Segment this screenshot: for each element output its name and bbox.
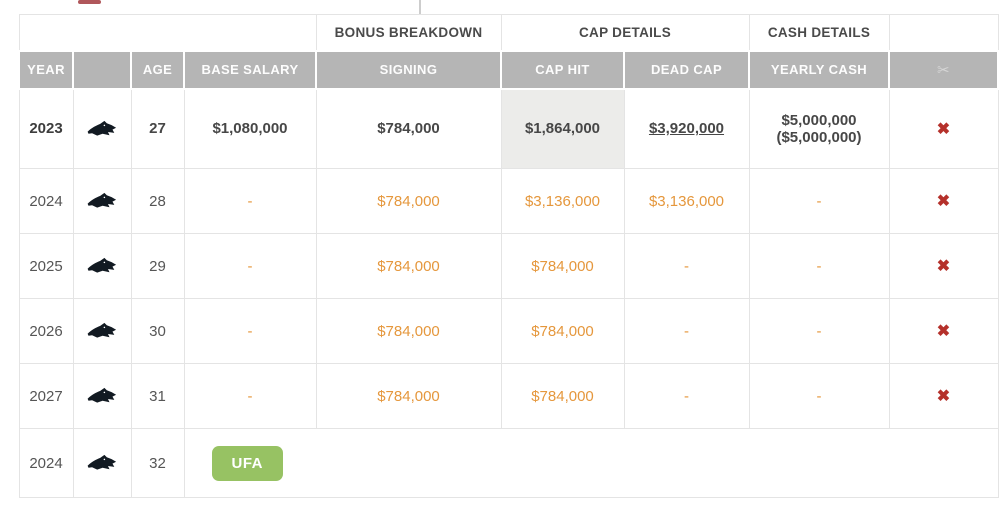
col-header-year: YEAR bbox=[18, 49, 74, 90]
cutoff-red-text-fragment bbox=[78, 0, 101, 4]
contract-cap-table: BONUS BREAKDOWN CAP DETAILS CASH DETAILS… bbox=[18, 14, 999, 498]
panthers-logo-icon bbox=[87, 454, 117, 471]
panthers-logo-icon bbox=[87, 387, 117, 404]
year-cell: 2027 bbox=[18, 363, 74, 429]
signing-bonus-cell: $784,000 bbox=[315, 168, 502, 234]
remove-year-cell: ✖ bbox=[888, 168, 999, 234]
panthers-logo-icon bbox=[87, 257, 117, 274]
dead-cap-link[interactable]: $3,920,000 bbox=[648, 120, 725, 138]
col-header-team bbox=[72, 49, 132, 90]
age-cell: 32 bbox=[130, 428, 185, 498]
signing-bonus-cell: $784,000 bbox=[315, 88, 502, 169]
yearly-cash-cell: - bbox=[748, 233, 890, 299]
remove-year-button[interactable]: ✖ bbox=[936, 388, 951, 405]
cutoff-column-divider bbox=[419, 0, 421, 14]
remove-year-cell: ✖ bbox=[888, 88, 999, 169]
dead-cap-cell: - bbox=[623, 233, 750, 299]
group-header-empty-right bbox=[888, 14, 999, 51]
year-cell: 2026 bbox=[18, 298, 74, 364]
remove-year-button[interactable]: ✖ bbox=[936, 193, 951, 210]
yearly-cash-cumulative: ($5,000,000) bbox=[776, 128, 862, 146]
col-header-remove: ✂ bbox=[888, 49, 999, 90]
yearly-cash-cell: - bbox=[748, 298, 890, 364]
panthers-logo-icon bbox=[87, 120, 117, 137]
yearly-cash-cell: $5,000,000 ($5,000,000) bbox=[748, 88, 890, 169]
remove-year-button[interactable]: ✖ bbox=[936, 120, 951, 138]
signing-bonus-cell: $784,000 bbox=[315, 298, 502, 364]
dead-cap-cell: - bbox=[623, 363, 750, 429]
year-cell: 2023 bbox=[18, 88, 74, 169]
year-cell: 2025 bbox=[18, 233, 74, 299]
panthers-logo-icon bbox=[87, 192, 117, 209]
yearly-cash-cell: - bbox=[748, 363, 890, 429]
ufa-status-badge: UFA bbox=[211, 445, 283, 481]
col-header-signing: SIGNING bbox=[315, 49, 502, 90]
dead-cap-cell: - bbox=[623, 298, 750, 364]
team-logo-cell bbox=[72, 88, 132, 169]
base-salary-cell: $1,080,000 bbox=[183, 88, 317, 169]
table-row-2024: 2024 28 - $784,000 $3,136,000 $3,136,000… bbox=[18, 168, 999, 234]
cap-hit-cell: $784,000 bbox=[500, 363, 625, 429]
year-cell: 2024 bbox=[18, 168, 74, 234]
cap-hit-cell: $784,000 bbox=[500, 298, 625, 364]
free-agency-cell: UFA bbox=[183, 428, 999, 498]
col-header-age: AGE bbox=[130, 49, 185, 90]
age-cell: 27 bbox=[130, 88, 185, 169]
group-header-bonus-breakdown: BONUS BREAKDOWN bbox=[315, 14, 502, 51]
dead-cap-cell: $3,136,000 bbox=[623, 168, 750, 234]
group-header-cash-details: CASH DETAILS bbox=[748, 14, 890, 51]
table-row-2024-ufa: 2024 32 UFA bbox=[18, 428, 999, 498]
base-salary-cell: - bbox=[183, 233, 317, 299]
team-logo-cell bbox=[72, 168, 132, 234]
col-header-yearly-cash: YEARLY CASH bbox=[748, 49, 890, 90]
table-row-2027: 2027 31 - $784,000 $784,000 - - ✖ bbox=[18, 363, 999, 429]
signing-bonus-cell: $784,000 bbox=[315, 233, 502, 299]
col-header-cap-hit: CAP HIT bbox=[500, 49, 625, 90]
cap-hit-cell: $784,000 bbox=[500, 233, 625, 299]
base-salary-cell: - bbox=[183, 168, 317, 234]
team-logo-cell bbox=[72, 428, 132, 498]
dead-cap-cell: $3,920,000 bbox=[623, 88, 750, 169]
group-header-empty bbox=[18, 14, 317, 51]
table-row-2025: 2025 29 - $784,000 $784,000 - - ✖ bbox=[18, 233, 999, 299]
col-header-base-salary: BASE SALARY bbox=[183, 49, 317, 90]
remove-year-cell: ✖ bbox=[888, 298, 999, 364]
team-logo-cell bbox=[72, 363, 132, 429]
scissors-icon: ✂ bbox=[937, 61, 950, 79]
cap-hit-cell: $1,864,000 bbox=[500, 88, 625, 169]
table-row-2026: 2026 30 - $784,000 $784,000 - - ✖ bbox=[18, 298, 999, 364]
remove-year-cell: ✖ bbox=[888, 233, 999, 299]
cap-hit-cell: $3,136,000 bbox=[500, 168, 625, 234]
table-row-2023: 2023 27 $1,080,000 $784,000 $1,864,000 $… bbox=[18, 88, 999, 169]
col-header-dead-cap: DEAD CAP bbox=[623, 49, 750, 90]
base-salary-cell: - bbox=[183, 298, 317, 364]
year-cell: 2024 bbox=[18, 428, 74, 498]
panthers-logo-icon bbox=[87, 322, 117, 339]
column-header-row: YEAR AGE BASE SALARY SIGNING CAP HIT DEA… bbox=[18, 49, 999, 90]
signing-bonus-cell: $784,000 bbox=[315, 363, 502, 429]
base-salary-cell: - bbox=[183, 363, 317, 429]
remove-year-button[interactable]: ✖ bbox=[936, 323, 951, 340]
yearly-cash-value: $5,000,000 bbox=[781, 111, 857, 129]
remove-year-cell: ✖ bbox=[888, 363, 999, 429]
team-logo-cell bbox=[72, 233, 132, 299]
team-logo-cell bbox=[72, 298, 132, 364]
age-cell: 29 bbox=[130, 233, 185, 299]
age-cell: 30 bbox=[130, 298, 185, 364]
group-header-cap-details: CAP DETAILS bbox=[500, 14, 750, 51]
group-header-row: BONUS BREAKDOWN CAP DETAILS CASH DETAILS bbox=[18, 14, 999, 51]
age-cell: 28 bbox=[130, 168, 185, 234]
remove-year-button[interactable]: ✖ bbox=[936, 258, 951, 275]
age-cell: 31 bbox=[130, 363, 185, 429]
yearly-cash-cell: - bbox=[748, 168, 890, 234]
